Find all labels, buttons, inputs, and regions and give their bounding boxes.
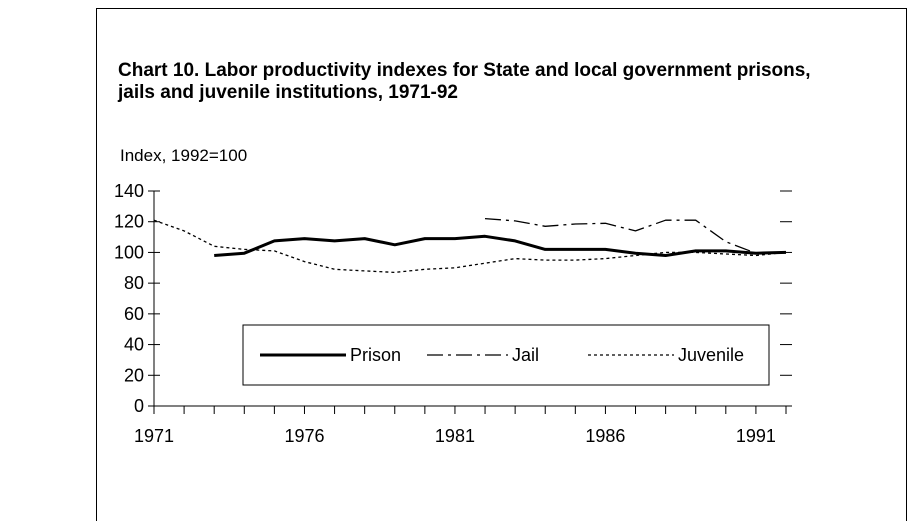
series-layer (153, 217, 787, 274)
x-tick-label: 1991 (736, 426, 776, 446)
series-line-juvenile (153, 219, 787, 274)
x-tick-label: 1986 (585, 426, 625, 446)
y-axis-label: Index, 1992=100 (120, 146, 248, 165)
y-tick-label: 20 (124, 365, 144, 385)
y-tick-label: 80 (124, 273, 144, 293)
chart-title: Chart 10. Labor productivity indexes for… (118, 60, 811, 103)
legend: Prison Jail Juvenile (242, 324, 770, 386)
x-tick-label: 1981 (435, 426, 475, 446)
axes: 0 20 40 60 80 100 120 140 1971 1976 1981 1986 1991 (114, 181, 792, 446)
chart-frame (96, 8, 907, 521)
y-tick-label: 120 (114, 212, 144, 232)
x-tick-label: 1976 (284, 426, 324, 446)
x-tick-label: 1971 (134, 426, 174, 446)
legend-label-jail: Jail (512, 345, 539, 365)
y-tick-label: 0 (134, 396, 144, 416)
y-tick-label: 100 (114, 242, 144, 262)
series-line-jail (484, 217, 787, 254)
series-line-prison (214, 234, 787, 257)
y-tick-label: 140 (114, 181, 144, 201)
legend-label-juvenile: Juvenile (678, 345, 744, 365)
y-tick-label: 60 (124, 304, 144, 324)
y-tick-label: 40 (124, 335, 144, 355)
legend-label-prison: Prison (350, 345, 401, 365)
